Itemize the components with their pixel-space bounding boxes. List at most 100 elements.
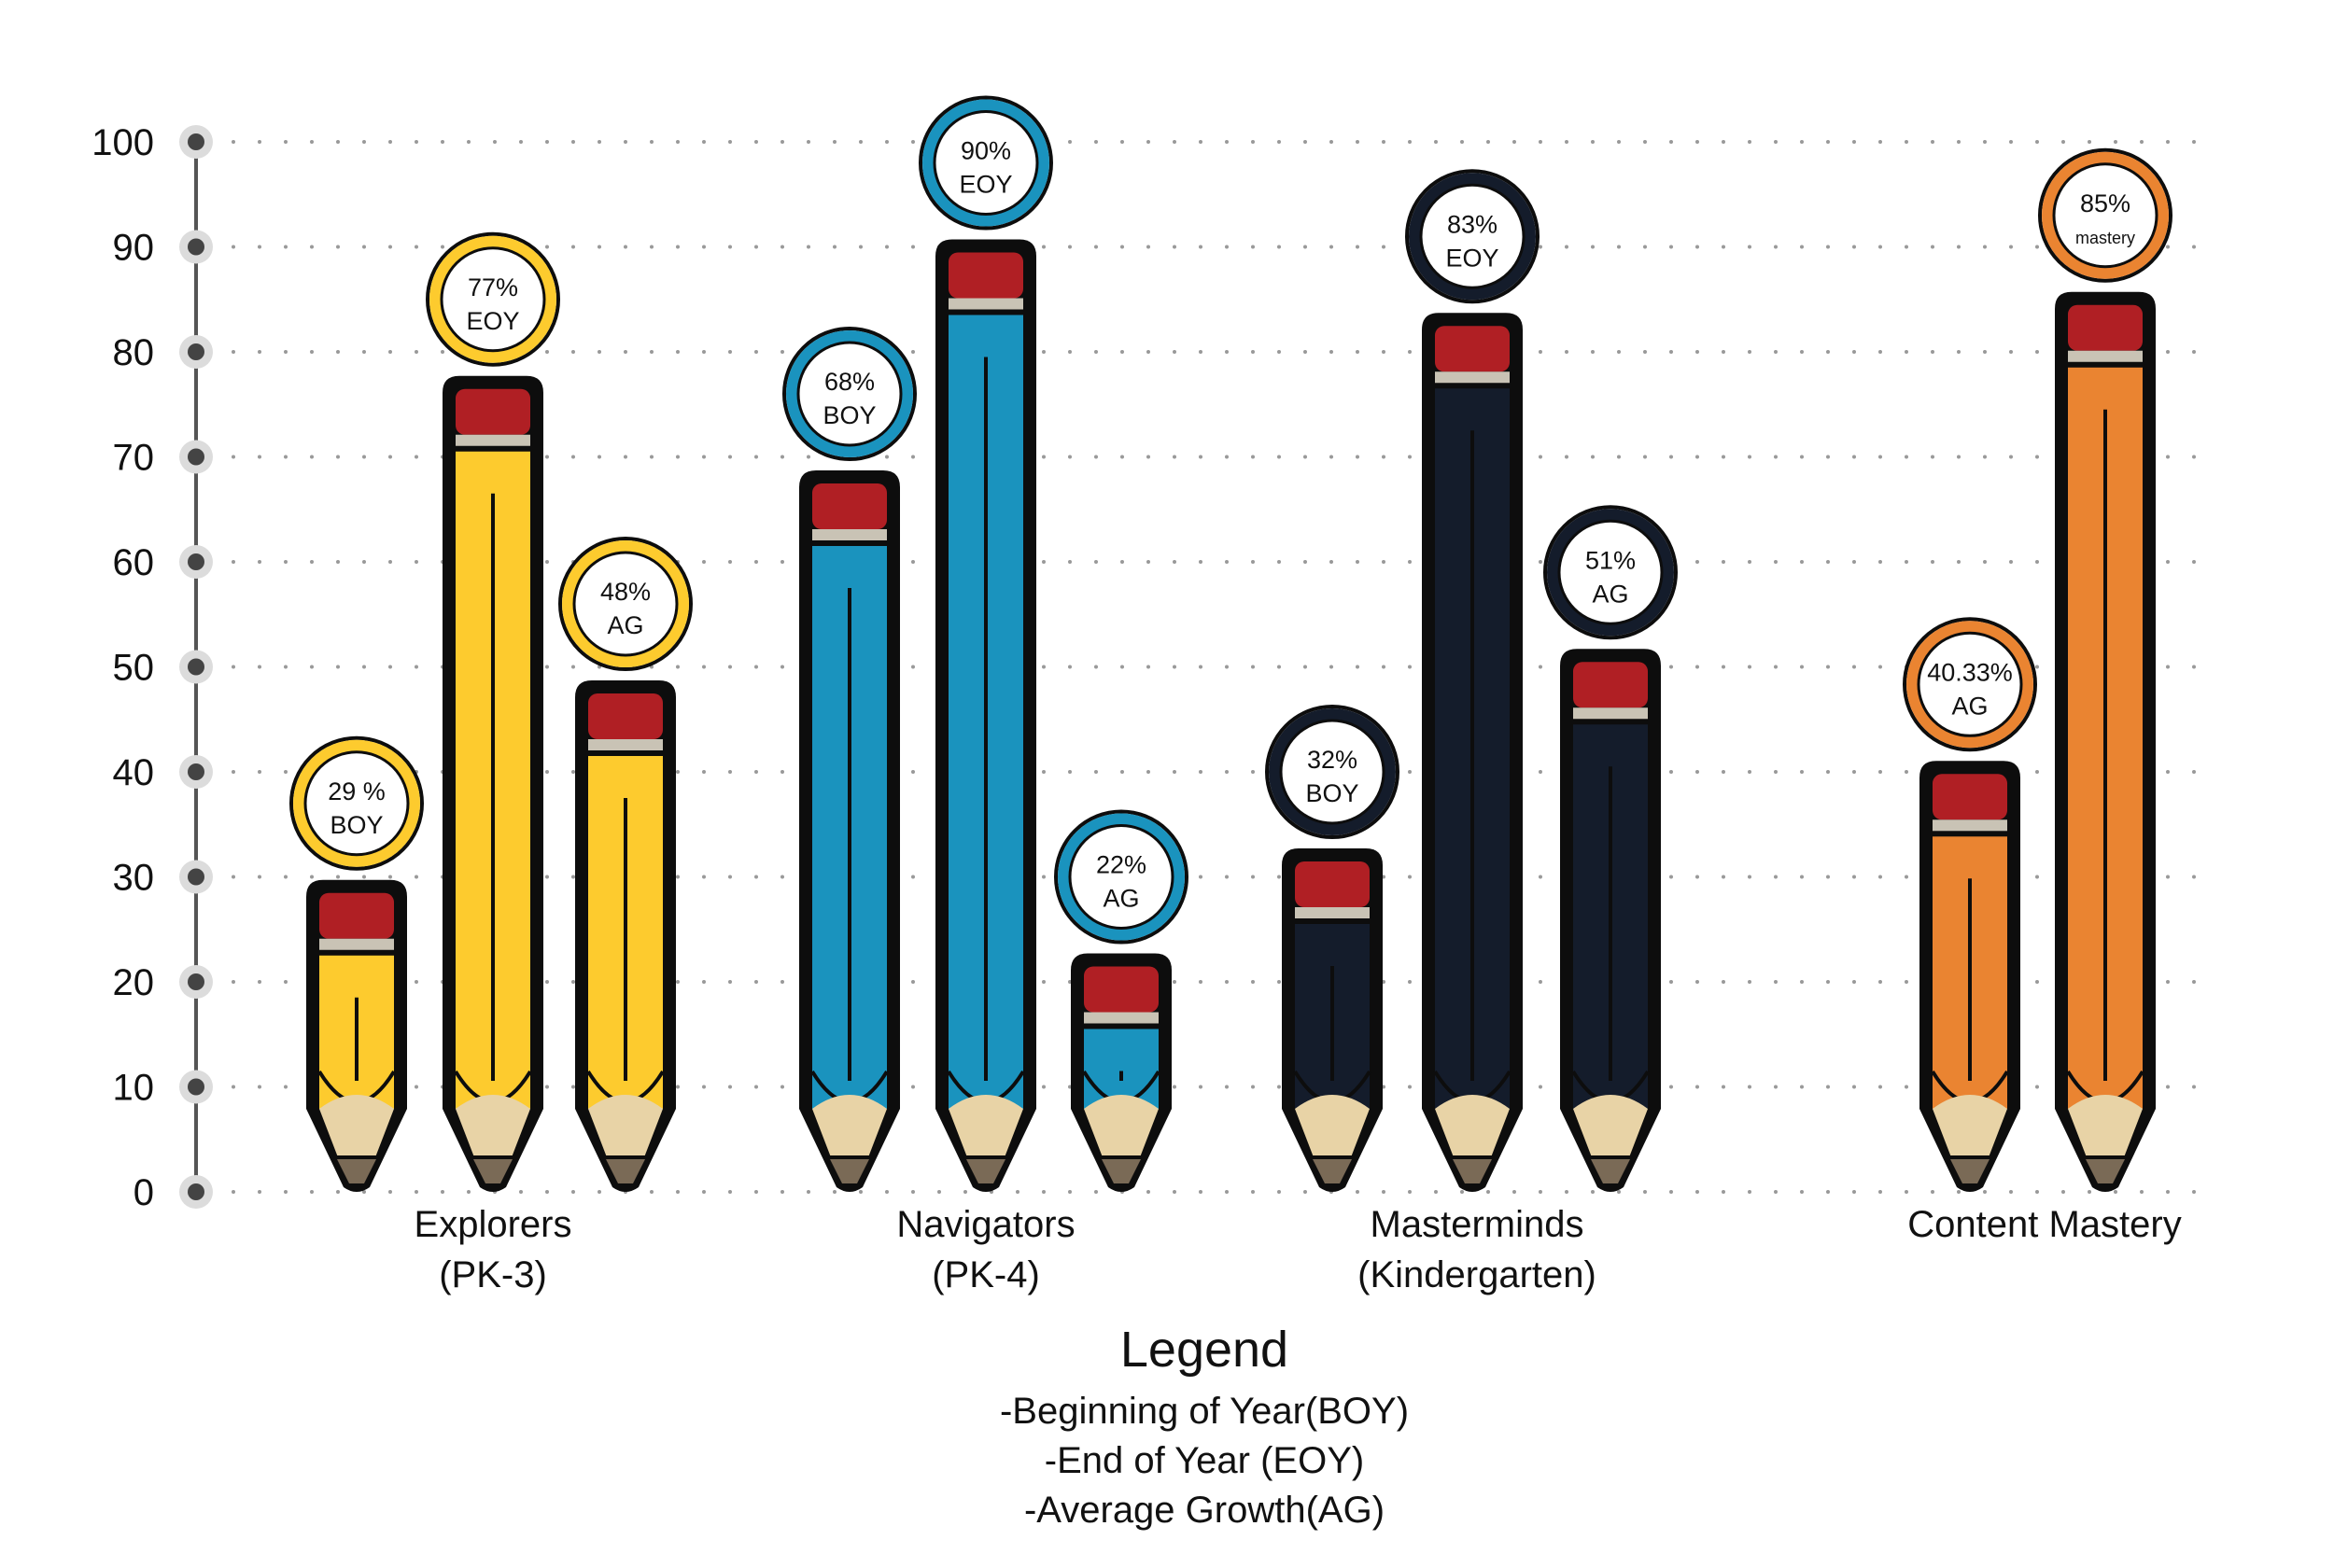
pencil-bar — [1422, 313, 1523, 1192]
pencil-lead — [1452, 1157, 1493, 1183]
pencil-bar — [575, 680, 676, 1192]
pencil-wood — [456, 1095, 530, 1157]
badge-inner — [440, 246, 546, 353]
badge-tag: mastery — [2075, 229, 2135, 247]
y-axis-dot — [188, 343, 204, 360]
y-axis-dot — [188, 1078, 204, 1096]
pencil-wood — [949, 1095, 1023, 1157]
pencil-wood — [1933, 1095, 2007, 1157]
pencil-ferrule — [812, 529, 887, 540]
y-tick-label: 40 — [113, 752, 155, 793]
badge-value: 51% — [1585, 546, 1636, 574]
y-axis-dot — [188, 973, 204, 990]
pencil-bar — [935, 239, 1036, 1192]
y-tick-label: 80 — [113, 332, 155, 373]
y-axis-dot — [188, 763, 204, 780]
y-tick-label: 30 — [113, 858, 155, 899]
pencil-lead — [336, 1157, 377, 1183]
y-tick-label: 100 — [91, 122, 154, 163]
pencil-lead — [1101, 1157, 1142, 1183]
pencil-eraser — [2068, 304, 2143, 351]
badge-inner — [796, 341, 903, 447]
badge-inner — [2052, 162, 2158, 269]
y-axis-dot — [188, 448, 204, 466]
y-tick-label: 70 — [113, 438, 155, 479]
pencil-ferrule — [1573, 707, 1648, 720]
badge-tag: AG — [1103, 885, 1139, 913]
badge-tag: AG — [1592, 580, 1628, 608]
pencil-eraser — [1933, 774, 2007, 820]
badge-value: 22% — [1096, 851, 1146, 879]
pencil-wood — [1295, 1095, 1370, 1157]
badge-tag: BOY — [330, 811, 383, 839]
badge-inner — [1068, 824, 1174, 930]
pencil-eraser — [1084, 966, 1159, 1013]
legend-title: Legend — [1119, 1322, 1289, 1378]
pencil-eraser — [1573, 662, 1648, 708]
pencil-eraser — [949, 252, 1023, 299]
badge-tag: AG — [607, 611, 643, 639]
y-axis-dot — [188, 1183, 204, 1200]
y-tick-label: 90 — [113, 228, 155, 269]
badge-inner — [933, 110, 1039, 216]
category-label: Navigators — [896, 1204, 1075, 1245]
category-label: (PK-4) — [932, 1254, 1040, 1295]
y-axis: 0 10 20 30 40 50 60 70 80 90 100 — [91, 122, 2219, 1213]
pencil-ferrule — [2068, 350, 2143, 362]
y-tick-label: 50 — [113, 648, 155, 689]
badge-inner — [1419, 183, 1526, 289]
pencil-lead — [1949, 1157, 1990, 1183]
badge-value: 90% — [961, 137, 1011, 165]
pencil-bar — [799, 470, 900, 1192]
pencil-eraser — [812, 483, 887, 529]
badge: 32% BOY — [1265, 705, 1399, 839]
badge-value: 48% — [600, 578, 651, 606]
pencil-wood — [588, 1095, 663, 1157]
pencil-bar — [2055, 291, 2156, 1192]
category-label: (Kindergarten) — [1357, 1254, 1596, 1295]
badge: 83% EOY — [1405, 169, 1540, 304]
badge-tag: AG — [1951, 692, 1988, 720]
badge: 51% AG — [1543, 505, 1678, 640]
y-axis-dot — [188, 238, 204, 256]
pencil-eraser — [1295, 861, 1370, 907]
pencil-lead — [1590, 1157, 1631, 1183]
badge-inner — [1917, 631, 2023, 737]
pencil-eraser — [456, 388, 530, 435]
legend-line-eoy: -End of Year (EOY) — [1044, 1440, 1365, 1481]
badge: 48% AG — [558, 537, 693, 671]
pencil-ferrule — [1933, 819, 2007, 832]
badge-value: 83% — [1447, 210, 1497, 238]
badge-inner — [303, 750, 410, 857]
badge-value: 85% — [2080, 189, 2130, 217]
pencil-wood — [1573, 1095, 1648, 1157]
badge-value: 77% — [468, 273, 518, 301]
badge: 22% AG — [1054, 809, 1188, 945]
badge-tag: EOY — [959, 171, 1012, 199]
badge-inner — [1557, 519, 1664, 625]
pencil-ferrule — [1435, 371, 1510, 384]
pencil-wood — [319, 1095, 394, 1157]
pencil-wood — [1435, 1095, 1510, 1157]
y-axis-dot — [188, 133, 204, 150]
pencil-bar — [1919, 761, 2020, 1192]
y-tick-label: 20 — [113, 962, 155, 1003]
pencil-lead — [1312, 1157, 1353, 1183]
pencil-wood — [812, 1095, 887, 1157]
badge-value: 68% — [824, 368, 875, 396]
pencil-ferrule — [319, 938, 394, 950]
badge-inner — [1279, 719, 1385, 825]
y-axis-dot — [188, 658, 204, 676]
badge-tag: BOY — [823, 401, 876, 429]
y-tick-label: 60 — [113, 542, 155, 583]
badge: 29 % BOY — [289, 735, 424, 871]
pencil-ferrule — [588, 739, 663, 750]
pencil-bar — [1071, 953, 1172, 1192]
y-tick-label: 0 — [134, 1172, 154, 1213]
legend-line-boy: -Beginning of Year(BOY) — [999, 1391, 1410, 1432]
pencil-bar — [443, 375, 543, 1192]
badge-inner — [572, 551, 679, 657]
pencil-lead — [2085, 1157, 2126, 1183]
category-label: (PK-3) — [439, 1254, 547, 1295]
